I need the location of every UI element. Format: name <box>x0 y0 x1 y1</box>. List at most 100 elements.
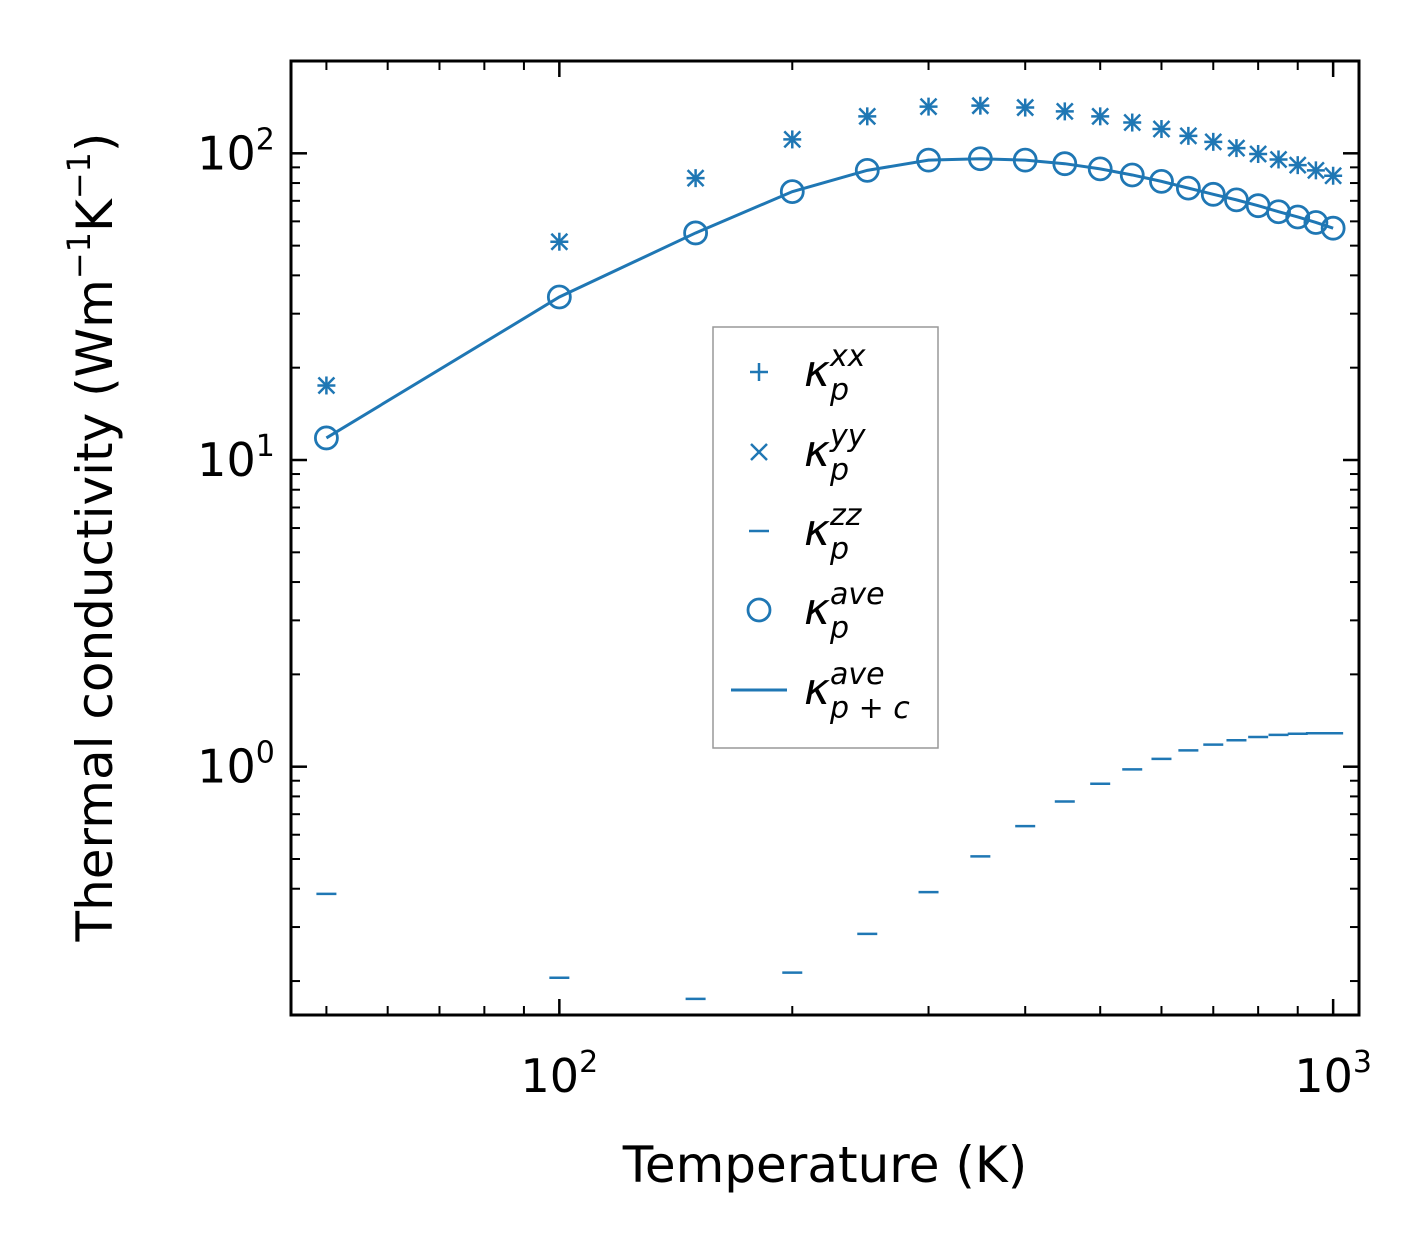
data-point-x-d2 <box>1324 166 1343 185</box>
legend-label-base: κ <box>804 505 830 556</box>
data-point-x-d2 <box>1016 98 1035 117</box>
data-point-x <box>1288 156 1307 175</box>
legend-entry: κzz p <box>749 498 863 567</box>
legend-label-base: κ <box>804 584 830 635</box>
data-point-circle <box>1175 175 1201 201</box>
x-tick-exponent: 2 <box>579 1045 598 1080</box>
data-point-circle <box>314 425 339 451</box>
data-point-x-d2 <box>1249 145 1268 163</box>
data-point-x-d2 <box>1288 156 1307 175</box>
plot-area-frame <box>289 59 1361 1017</box>
data-point-circle <box>546 284 572 310</box>
legend-label-superscript: yy <box>829 419 867 454</box>
data-point-x-d2 <box>858 107 877 126</box>
x-tick-base: 10 <box>1294 1049 1353 1103</box>
data-point-circle <box>1285 204 1311 230</box>
y-tick-label: 102 <box>197 122 275 180</box>
data-point-x <box>1055 102 1074 121</box>
data-point-x <box>1204 132 1223 151</box>
data-point-x <box>686 169 705 188</box>
legend-label-superscript: zz <box>829 498 863 533</box>
legend-entry: κxx p <box>750 339 866 408</box>
data-point-x-d2 <box>1055 102 1074 121</box>
legend-label: κyy p <box>804 419 867 488</box>
x-tick-label: 103 <box>1294 1045 1372 1103</box>
data-point-circle <box>1149 168 1174 194</box>
data-point-x <box>971 96 990 115</box>
y-tick-label: 100 <box>197 736 275 794</box>
major-ticks <box>291 61 1359 1015</box>
series-line-kappa-p-c-ave <box>325 157 1334 440</box>
data-point-x <box>919 97 938 116</box>
legend-marker-circle <box>746 597 772 623</box>
y-tick-base: 10 <box>197 740 256 794</box>
data-point-x <box>858 107 877 126</box>
y-axis-label-main: Thermal conductivity (Wm <box>66 279 124 942</box>
legend-entry: κyy p <box>750 419 867 488</box>
series-x <box>317 96 1343 395</box>
data-point-x <box>1152 120 1171 138</box>
legend-label-subscript: p <box>829 453 849 488</box>
data-point-x-d2 <box>317 376 336 395</box>
data-point-x-d2 <box>1152 120 1171 138</box>
data-point-circle <box>1320 215 1346 241</box>
data-point-x <box>783 130 802 149</box>
legend-label-base: κ <box>804 426 830 477</box>
legend-marker-plus <box>750 363 768 381</box>
legend-label-subscript: p + c <box>829 691 910 726</box>
legend-label: κave p + c <box>804 657 910 726</box>
data-point-circle <box>779 179 805 205</box>
legend-marker-x-d2 <box>750 443 768 461</box>
y-tick-base: 10 <box>197 126 256 180</box>
legend-label-superscript: ave <box>830 577 885 612</box>
legend-entry: κave p + c <box>731 657 910 726</box>
data-point-circle <box>1200 181 1226 207</box>
data-point-x-d2 <box>550 232 569 251</box>
data-point-x <box>550 232 569 251</box>
data-point-x-d2 <box>1091 107 1110 126</box>
y-tick-exponent: 1 <box>256 429 275 464</box>
x-axis-label: Temperature (K) <box>622 1136 1027 1194</box>
legend-label-base: κ <box>804 664 830 715</box>
y-tick-exponent: 0 <box>256 736 275 771</box>
y-axis-label-mid: K <box>66 198 124 232</box>
data-point-x <box>1179 126 1198 145</box>
legend-entry: κave p <box>746 577 885 646</box>
series-hline <box>316 732 1344 1001</box>
legend-box <box>712 326 939 749</box>
data-point-x-d2 <box>686 169 705 188</box>
data-point-x-d2 <box>1204 132 1223 151</box>
data-point-x <box>1324 166 1343 185</box>
x-tick-exponent: 3 <box>1353 1045 1372 1080</box>
data-point-circle <box>1119 162 1145 188</box>
legend-label: κave p <box>804 577 885 646</box>
legend-label-base: κ <box>804 346 830 397</box>
y-tick-base: 10 <box>197 433 256 487</box>
legend-label-superscript: xx <box>829 339 866 374</box>
data-point-x-d2 <box>1269 150 1288 169</box>
legend-label: κzz p <box>804 498 863 567</box>
legend-label-subscript: p <box>829 373 849 408</box>
data-point-x <box>317 376 336 395</box>
data-point-circle <box>1303 210 1329 235</box>
y-tick-exponent: 2 <box>256 122 275 157</box>
data-point-x-d2 <box>1123 113 1142 132</box>
y-tick-label: 101 <box>197 429 275 487</box>
x-tick-base: 10 <box>521 1049 580 1103</box>
data-point-x <box>1091 107 1110 126</box>
legend-marker-x <box>750 443 768 461</box>
series-line <box>325 157 1334 440</box>
data-point-circle <box>854 157 880 183</box>
data-point-x <box>1123 113 1142 132</box>
legend-label: κxx p <box>804 339 866 408</box>
legend-label-superscript: ave <box>830 657 885 692</box>
legend-label-subscript: p <box>829 532 849 567</box>
data-point-x-d2 <box>783 130 802 149</box>
data-point-circle <box>1087 156 1113 182</box>
data-point-x <box>1016 98 1035 117</box>
series-layer <box>314 96 1346 1001</box>
y-axis-label-exp1: −1 <box>60 232 98 279</box>
